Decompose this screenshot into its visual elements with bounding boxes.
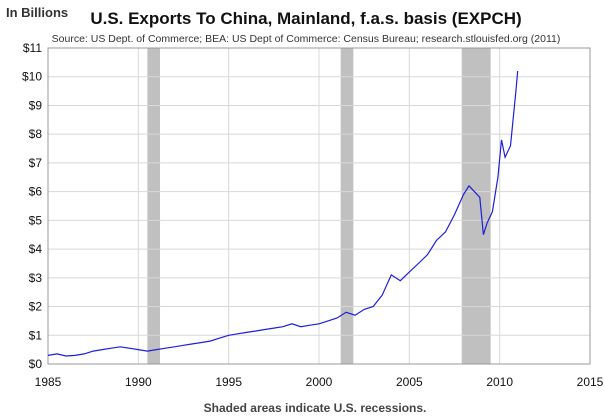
series-line-expch: [47, 70, 519, 357]
y-tick-label: $7: [29, 156, 43, 170]
grid: [48, 48, 590, 364]
chart-title: U.S. Exports To China, Mainland, f.a.s. …: [90, 9, 521, 28]
y-tick-label: $5: [29, 213, 43, 227]
y-tick-labels: $0 $1 $2 $3 $4 $5 $6 $7 $8 $9 $10 $11: [22, 41, 42, 371]
recession-band-1: [147, 48, 161, 364]
y-tick-label: $0: [29, 357, 43, 371]
y-tick-label: $9: [29, 98, 43, 112]
recession-footnote: Shaded areas indicate U.S. recessions.: [204, 401, 427, 415]
y-tick-label: $6: [29, 185, 43, 199]
x-tick-labels: 1985 1990 1995 2000 2005 2010 2015: [35, 375, 604, 389]
y-tick-label: $3: [29, 271, 43, 285]
y-tick-label: $8: [29, 127, 43, 141]
y-tick-label: $4: [29, 242, 43, 256]
y-tick-label: $1: [29, 328, 43, 342]
x-tick-label: 1990: [125, 375, 152, 389]
x-tick-label: 2000: [306, 375, 333, 389]
y-axis-label: In Billions: [6, 5, 68, 20]
y-tick-label: $11: [23, 41, 42, 55]
recession-bands: [147, 48, 491, 364]
recession-band-3: [461, 48, 491, 364]
x-tick-label: 1995: [215, 375, 242, 389]
x-tick-label: 1985: [35, 375, 62, 389]
plot-frame: [47, 47, 591, 365]
x-tick-label: 2015: [577, 375, 604, 389]
recession-band-2: [340, 48, 354, 364]
x-tick-label: 2010: [486, 375, 513, 389]
y-tick-label: $10: [22, 70, 42, 84]
x-tick-label: 2005: [396, 375, 423, 389]
y-tick-label: $2: [29, 300, 43, 314]
chart-source: Source: US Dept. of Commerce; BEA: US De…: [52, 33, 561, 45]
